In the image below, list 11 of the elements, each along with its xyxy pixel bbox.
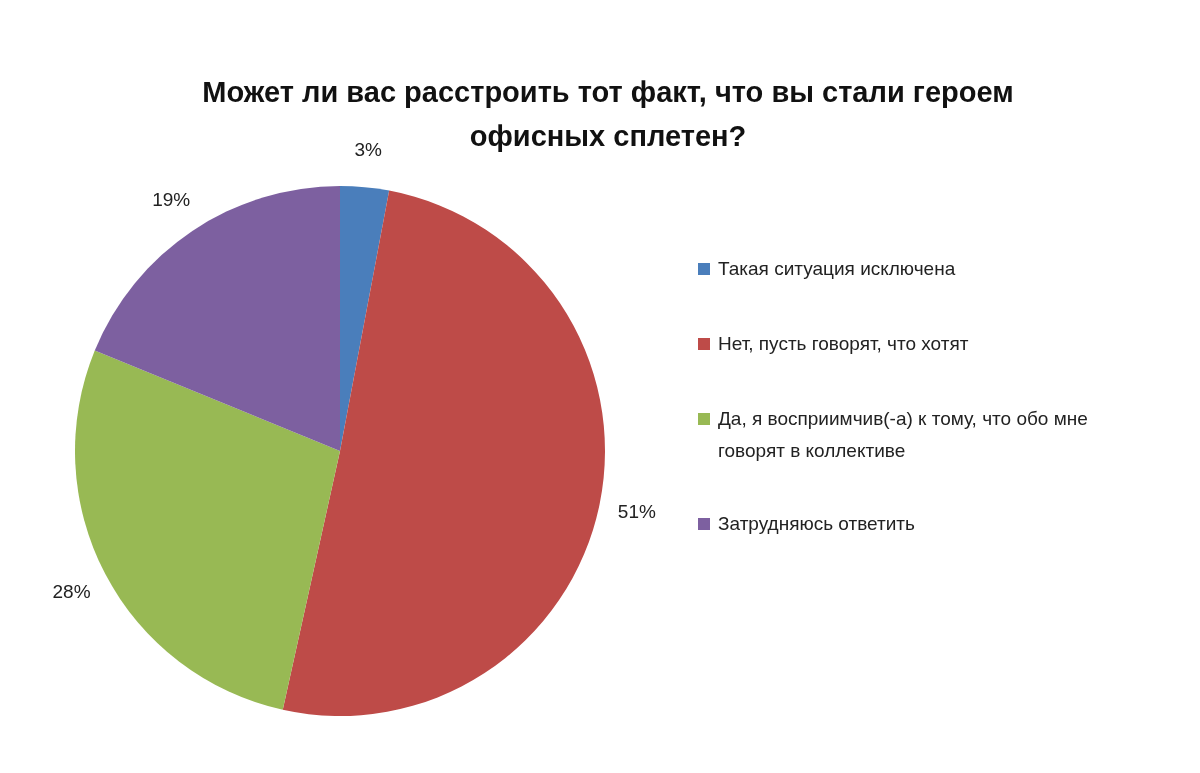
data-label: 51% — [617, 501, 656, 523]
legend-label: Такая ситуация исключена — [718, 257, 956, 281]
pie-slice — [94, 186, 340, 451]
data-label: 19% — [152, 188, 191, 210]
legend-label: Да, я восприимчив(-а) к тому, что обо мне говорят в коллективе — [718, 407, 1089, 463]
pie-slice — [282, 190, 605, 716]
legend-label: Нет, пусть говорят, что хотят — [718, 332, 969, 356]
pie-slice — [340, 186, 390, 451]
data-label: 28% — [52, 580, 91, 602]
data-label: 3% — [354, 138, 383, 160]
legend-label: Затрудняюсь ответить — [718, 512, 915, 536]
